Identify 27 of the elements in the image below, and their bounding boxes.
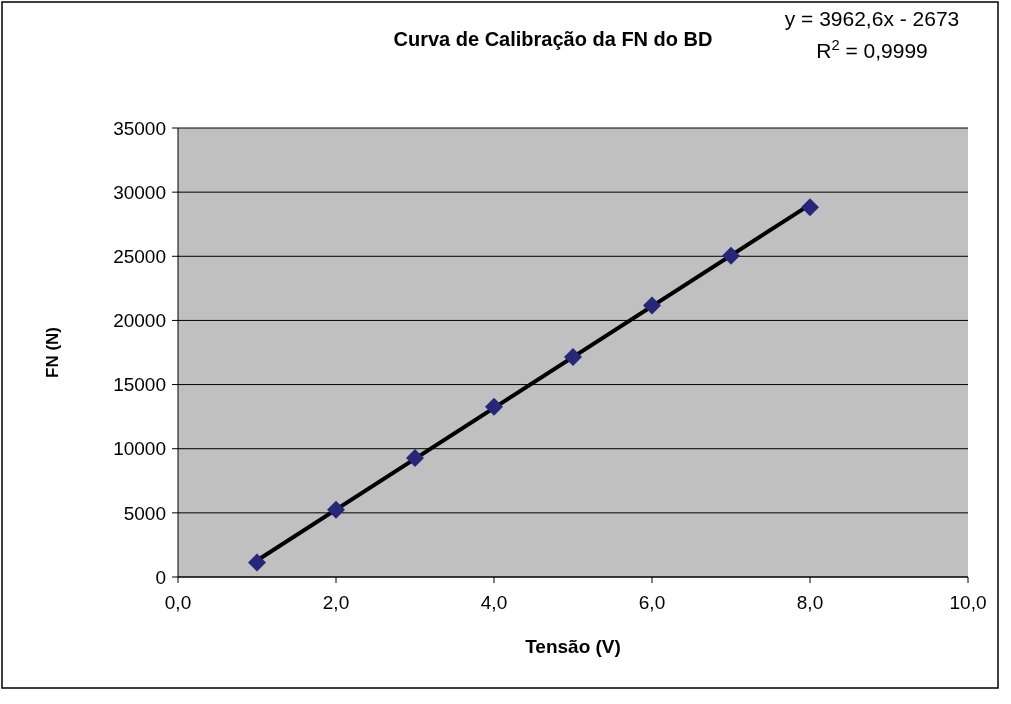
- x-tick-label: 6,0: [638, 592, 666, 613]
- point: [327, 500, 345, 519]
- point: [564, 348, 582, 367]
- y-tick-label: 15000: [113, 374, 166, 396]
- y-tick-label: 5000: [123, 502, 166, 524]
- point: [406, 449, 424, 468]
- x-tick-label: 0,0: [164, 592, 192, 613]
- x-tick-label: 4,0: [480, 592, 508, 613]
- x-tick-label: 8,0: [796, 592, 824, 613]
- point: [722, 246, 740, 265]
- y-tick-label: 30000: [113, 181, 166, 203]
- x-tick-label: 2,0: [322, 592, 350, 613]
- y-tick-label: 0: [155, 566, 166, 588]
- point: [485, 397, 503, 416]
- y-axis-title: FN (N): [43, 327, 62, 378]
- chart-title: Curva de Calibração da FN do BD: [393, 28, 713, 50]
- y-tick-label: 10000: [113, 438, 166, 460]
- point: [248, 553, 266, 572]
- x-axis-title: Tensão (V): [525, 636, 621, 657]
- y-tick-label: 20000: [113, 310, 166, 332]
- text: R$^{2}$ = 0,9999: [816, 37, 928, 62]
- point: [643, 296, 661, 315]
- point: [801, 198, 819, 217]
- y-tick-label: 25000: [113, 245, 166, 267]
- text: y = 3962,6x - 2673: [784, 7, 960, 30]
- y-tick-label: 35000: [113, 117, 166, 139]
- x-tick-label: 10,0: [949, 592, 987, 613]
